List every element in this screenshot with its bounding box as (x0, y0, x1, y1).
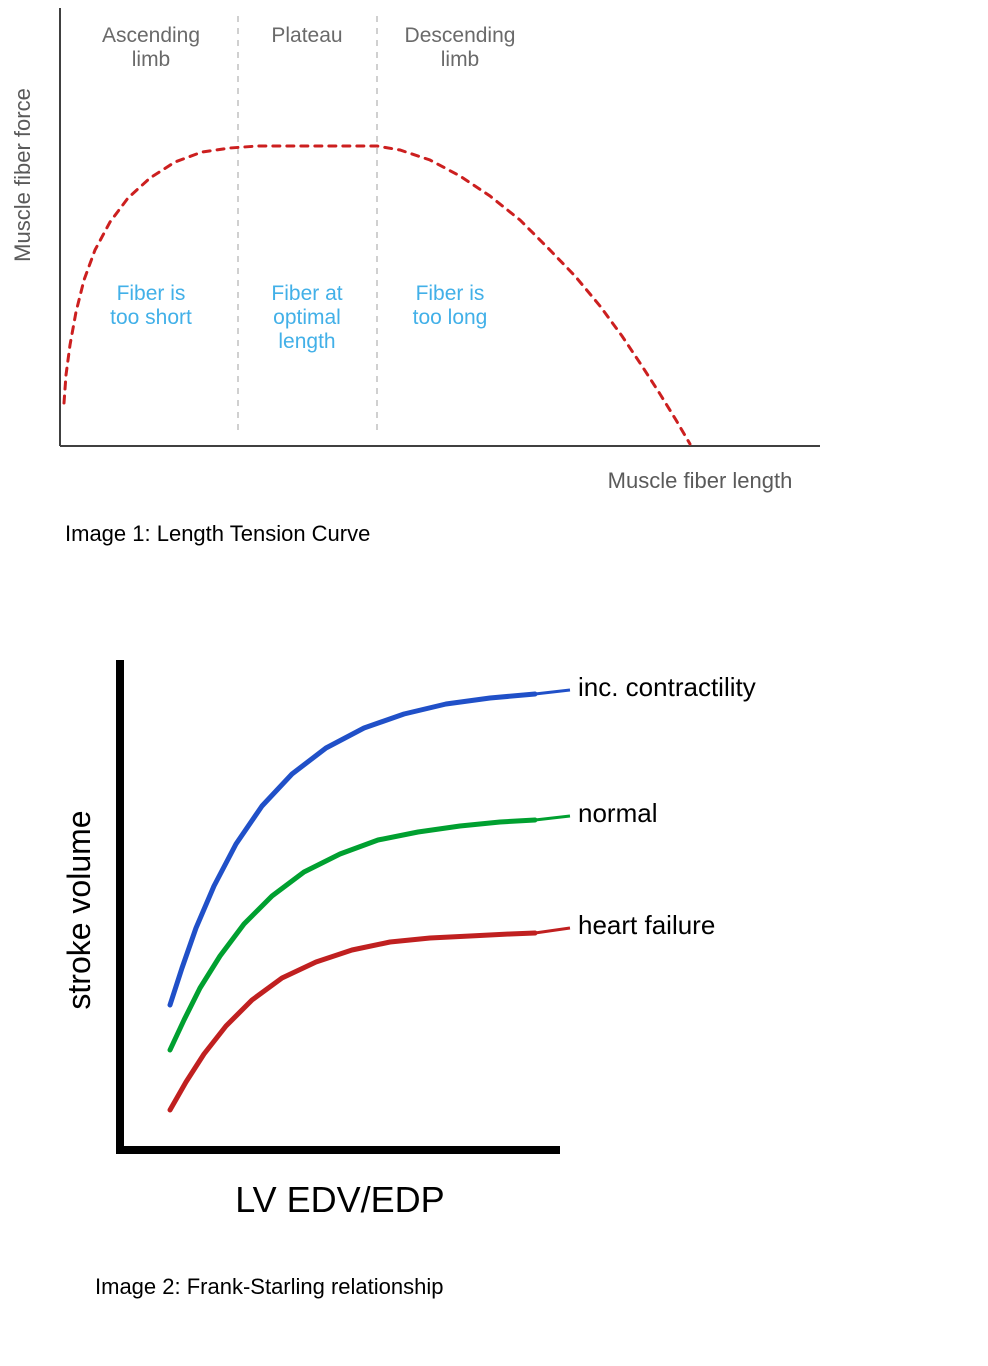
svg-text:normal: normal (578, 798, 657, 828)
frank-starling-svg: stroke volume inc. contractility normal hea… (0, 0, 988, 1260)
svg-text:inc. contractility: inc. contractility (578, 672, 756, 702)
svg-text:heart failure: heart failure (578, 910, 715, 940)
frank-starling-chart: stroke volume inc. contractility normal hea… (0, 0, 988, 1265)
svg-text:stroke volume: stroke volume (61, 810, 97, 1009)
svg-text:LV EDV/EDP: LV EDV/EDP (235, 1179, 444, 1220)
chart2-caption: Image 2: Frank-Starling relationship (95, 1274, 444, 1300)
